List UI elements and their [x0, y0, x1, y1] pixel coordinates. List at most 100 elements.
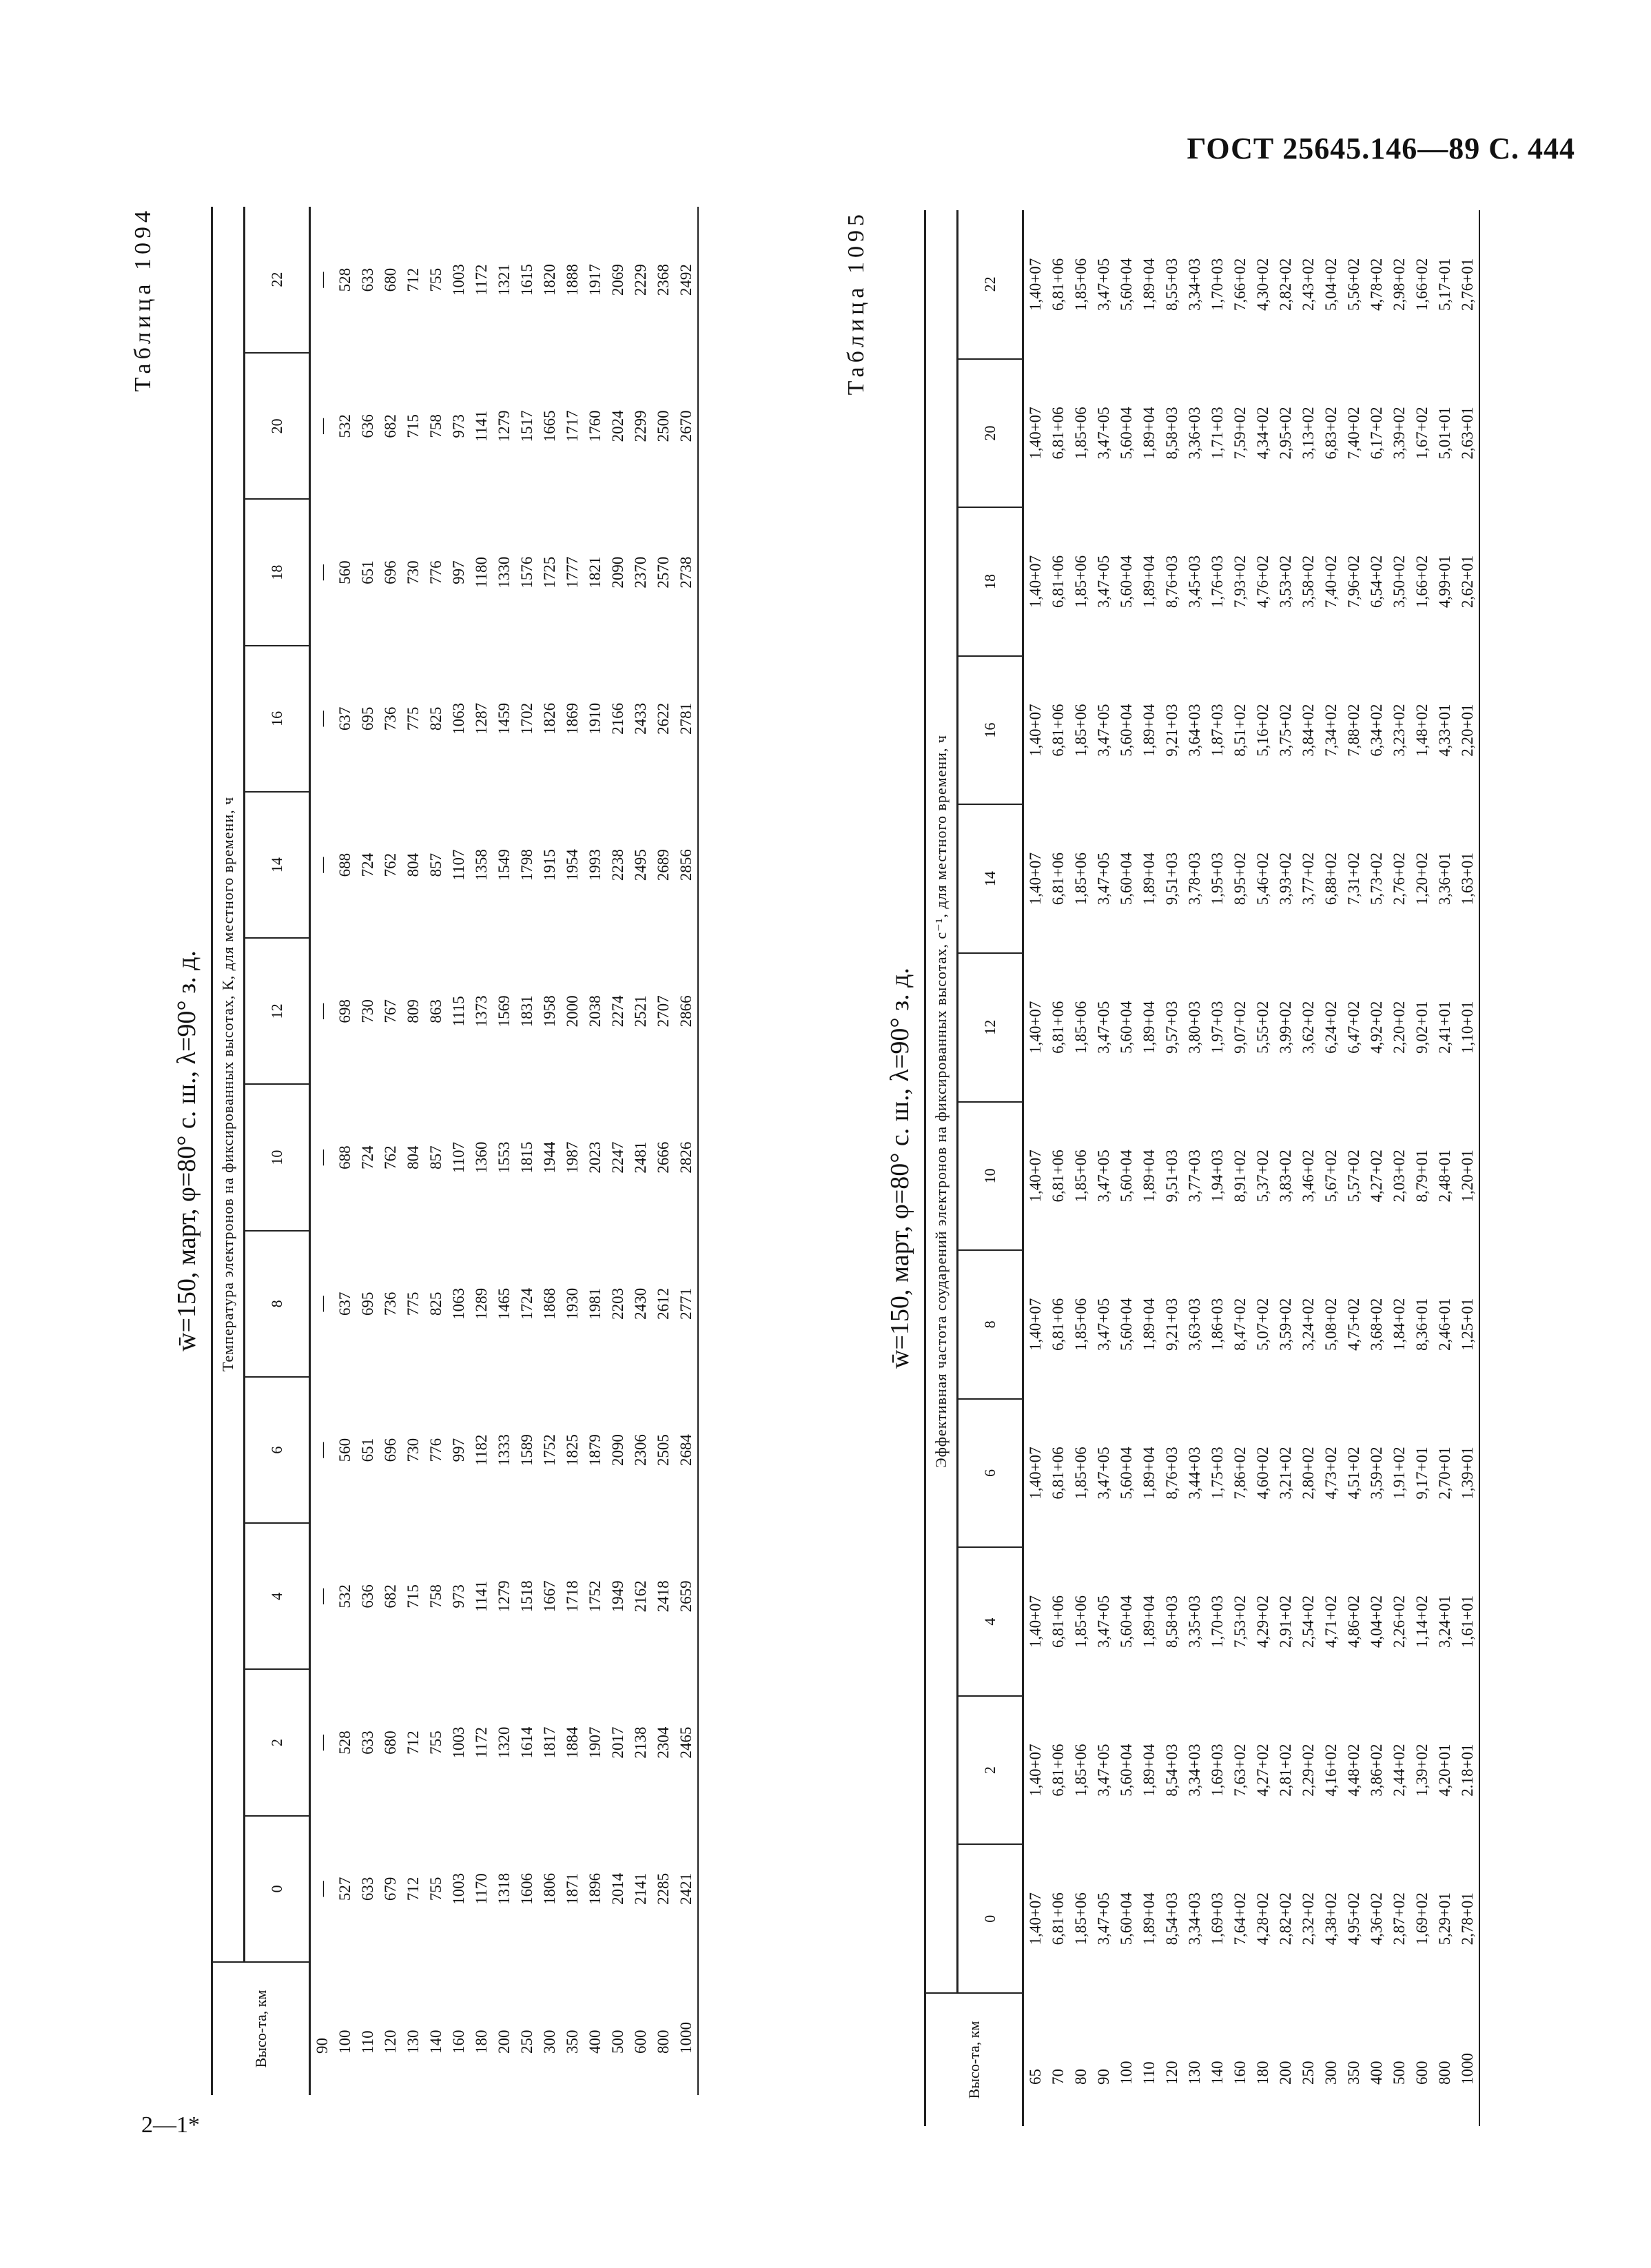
column-header: 6 — [244, 1377, 310, 1524]
value-cell: 8,91+02 — [1231, 1150, 1249, 1203]
value-cell: 2481 — [632, 1141, 649, 1174]
height-cell: 500 — [1391, 2061, 1408, 2085]
value-cell: 1,69+03 — [1209, 1892, 1226, 1945]
value-cell: 6,81+06 — [1049, 1892, 1067, 1945]
table-row: 90 — — — — — — — — — — — — — [310, 207, 334, 2095]
value-cell: 7,66+02 — [1231, 258, 1249, 311]
value-cell: 715 — [404, 414, 422, 438]
value-cell: 3,47+05 — [1095, 852, 1112, 906]
value-cell: 2,32+02 — [1300, 1892, 1317, 1945]
height-cell: 250 — [1300, 2061, 1317, 2085]
value-cell: 2492 — [675, 207, 698, 354]
value-cell: 2,63+01 — [1456, 358, 1479, 508]
table-row: 90 3,47+05 3,47+05 3,47+05 3,47+05 3,47+05 3,4… — [1092, 210, 1115, 2126]
column-header: 18 — [957, 507, 1023, 656]
value-cell: 2274 — [609, 995, 626, 1028]
value-cell: 633 — [359, 1877, 376, 1901]
value-cell: 1,39+02 — [1413, 1744, 1430, 1797]
column-header: 6 — [957, 1398, 1023, 1548]
value-cell: 2.18+01 — [1456, 1695, 1479, 1845]
value-cell: 1879 — [586, 1434, 604, 1467]
value-cell: 1063 — [450, 702, 467, 735]
height-cell: 180 — [1254, 2061, 1271, 2085]
value-cell: 532 — [336, 1584, 353, 1608]
value-cell: 762 — [382, 852, 399, 877]
value-cell: 2370 — [632, 556, 649, 589]
table-row: 180 1170 1172 1141 1182 1289 1360 1373 1358 1287 1… — [470, 207, 493, 2095]
value-cell: 1958 — [541, 995, 558, 1028]
column-header: 12 — [957, 952, 1023, 1102]
height-cell: 1000 — [1456, 1993, 1479, 2126]
header-row: 0 2 4 6 8 10 12 14 16 18 20 22 — [244, 207, 310, 2095]
value-cell: 758 — [427, 1584, 444, 1608]
value-cell: 3,80+03 — [1186, 1001, 1203, 1054]
table-row: 65 1,40+07 1,40+07 1,40+07 1,40+07 1,40+07 1,4… — [1023, 210, 1047, 2126]
value-cell: 1,94+03 — [1209, 1150, 1226, 1203]
value-cell: 1,97+03 — [1209, 1001, 1226, 1054]
value-cell: 1,69+03 — [1209, 1744, 1226, 1797]
value-cell: 637 — [336, 706, 353, 731]
table-row: 250 2,32+02 2,29+02 2,54+02 2,80+02 3,24+02 3,… — [1297, 210, 1320, 2126]
value-cell: 1279 — [495, 1580, 513, 1613]
value-cell: — — [314, 418, 331, 434]
value-cell: 4,04+02 — [1368, 1595, 1385, 1648]
height-cell: 800 — [655, 2030, 672, 2054]
value-cell: 2,81+02 — [1277, 1744, 1294, 1797]
value-cell: 1287 — [473, 702, 490, 735]
value-cell: 4,86+02 — [1345, 1595, 1362, 1648]
value-cell: 1180 — [473, 557, 490, 589]
value-cell: 2,46+01 — [1436, 1298, 1453, 1351]
value-cell: 730 — [404, 560, 422, 584]
value-cell: 1,66+02 — [1413, 258, 1430, 311]
column-header: 10 — [957, 1101, 1023, 1251]
value-cell: 1,20+02 — [1413, 852, 1430, 906]
value-cell: 2659 — [675, 1523, 698, 1670]
value-cell: 5,73+02 — [1368, 852, 1385, 906]
value-cell: 1944 — [541, 1141, 558, 1174]
column-header: 16 — [244, 645, 310, 792]
table-body: 90 — — — — — — — — — — — — 100 527 528 532 560 637 688 698 68… — [310, 207, 698, 2095]
value-cell: 636 — [359, 1584, 376, 1608]
value-cell: 9,21+03 — [1163, 1298, 1180, 1351]
row-header: Высо-та, км — [212, 1962, 310, 2095]
value-cell: 1141 — [473, 410, 490, 442]
value-cell: 1,48+02 — [1413, 704, 1430, 757]
column-header: 22 — [244, 207, 310, 354]
value-cell: 6,88+02 — [1322, 852, 1340, 906]
value-cell: 3,83+02 — [1277, 1150, 1294, 1203]
value-cell: 1,91+02 — [1391, 1447, 1408, 1500]
value-cell: — — [314, 1442, 331, 1458]
value-cell: 1318 — [495, 1872, 513, 1905]
value-cell: 1,95+03 — [1209, 852, 1226, 906]
value-cell: 696 — [382, 560, 399, 584]
value-cell: 1,40+07 — [1027, 555, 1044, 609]
value-cell: 755 — [427, 1730, 444, 1755]
value-cell: 1,40+07 — [1027, 852, 1044, 906]
value-cell: 2,98+02 — [1391, 258, 1408, 311]
value-cell: 3,34+03 — [1186, 258, 1203, 311]
value-cell: 3,47+05 — [1095, 704, 1112, 757]
value-cell: 758 — [427, 414, 444, 438]
value-cell: 1702 — [518, 702, 535, 735]
value-cell: 2238 — [609, 849, 626, 881]
value-cell: 4,27+02 — [1254, 1744, 1271, 1797]
value-cell: 1141 — [473, 1580, 490, 1612]
value-cell: 7,53+02 — [1231, 1595, 1249, 1648]
value-cell: 1815 — [518, 1141, 535, 1174]
value-cell: 4,48+02 — [1345, 1744, 1362, 1797]
value-cell: 1,70+03 — [1209, 258, 1226, 311]
value-cell: 3,47+05 — [1095, 407, 1112, 460]
height-cell: 110 — [359, 2030, 376, 2054]
value-cell: 5,55+02 — [1254, 1001, 1271, 1054]
value-cell: 3,44+03 — [1186, 1447, 1203, 1500]
value-cell: 3,59+02 — [1277, 1298, 1294, 1351]
value-cell: 7,88+02 — [1345, 704, 1362, 757]
value-cell: 857 — [427, 1145, 444, 1169]
value-cell: 5,60+04 — [1118, 1150, 1135, 1203]
height-cell: 400 — [1368, 2061, 1385, 2085]
value-cell: 712 — [404, 1730, 422, 1755]
value-cell: 7,93+02 — [1231, 555, 1249, 609]
height-cell: 350 — [1345, 2061, 1362, 2085]
value-cell: 5,57+02 — [1345, 1150, 1362, 1203]
